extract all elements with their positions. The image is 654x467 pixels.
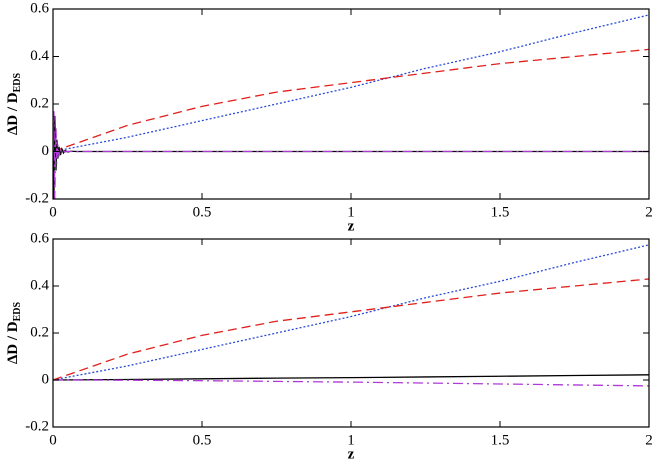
series-line xyxy=(53,278,649,381)
x-tick-label: 0 xyxy=(49,204,57,220)
y-axis-label-sub: EDS xyxy=(12,72,23,92)
y-axis-label-sub: EDS xyxy=(12,301,23,321)
series-line xyxy=(53,115,649,199)
series-line xyxy=(53,379,649,387)
x-tick-label: 1 xyxy=(347,432,355,448)
x-tick-label: 2 xyxy=(645,432,653,448)
series-line xyxy=(53,111,649,199)
plot-frame xyxy=(52,238,650,428)
y-tick-label: 0.6 xyxy=(30,0,49,16)
x-tick-label: 1.5 xyxy=(491,432,510,448)
y-tick-label: -0.2 xyxy=(25,190,49,206)
x-tick-label: 0.5 xyxy=(193,204,212,220)
plot-frame xyxy=(52,8,650,200)
y-tick-label: 0.4 xyxy=(30,48,49,64)
x-axis-label: z xyxy=(348,446,355,462)
y-tick-label: 0.2 xyxy=(30,95,49,111)
y-axis-label-main: ΔD / D xyxy=(5,92,21,135)
y-axis-label-main: ΔD / D xyxy=(5,321,21,364)
x-tick-label: 1.5 xyxy=(491,204,510,220)
x-tick-label: 0 xyxy=(49,432,57,448)
series-line xyxy=(53,14,649,153)
x-tick-label: 1 xyxy=(347,204,355,220)
y-tick-label: -0.2 xyxy=(25,418,49,434)
y-axis-label: ΔD / DEDS xyxy=(5,301,23,364)
y-tick-label: 0.6 xyxy=(30,230,49,246)
y-tick-label: 0 xyxy=(42,371,50,387)
y-axis-label: ΔD / DEDS xyxy=(5,72,23,135)
y-tick-label: 0.2 xyxy=(30,324,49,340)
series-line xyxy=(53,374,649,381)
series-line xyxy=(53,48,649,153)
series-line xyxy=(53,244,649,381)
x-axis-label: z xyxy=(348,218,355,234)
x-tick-label: 0.5 xyxy=(193,432,212,448)
x-tick-label: 2 xyxy=(645,204,653,220)
y-tick-label: 0 xyxy=(42,143,50,159)
y-tick-label: 0.4 xyxy=(30,277,49,293)
